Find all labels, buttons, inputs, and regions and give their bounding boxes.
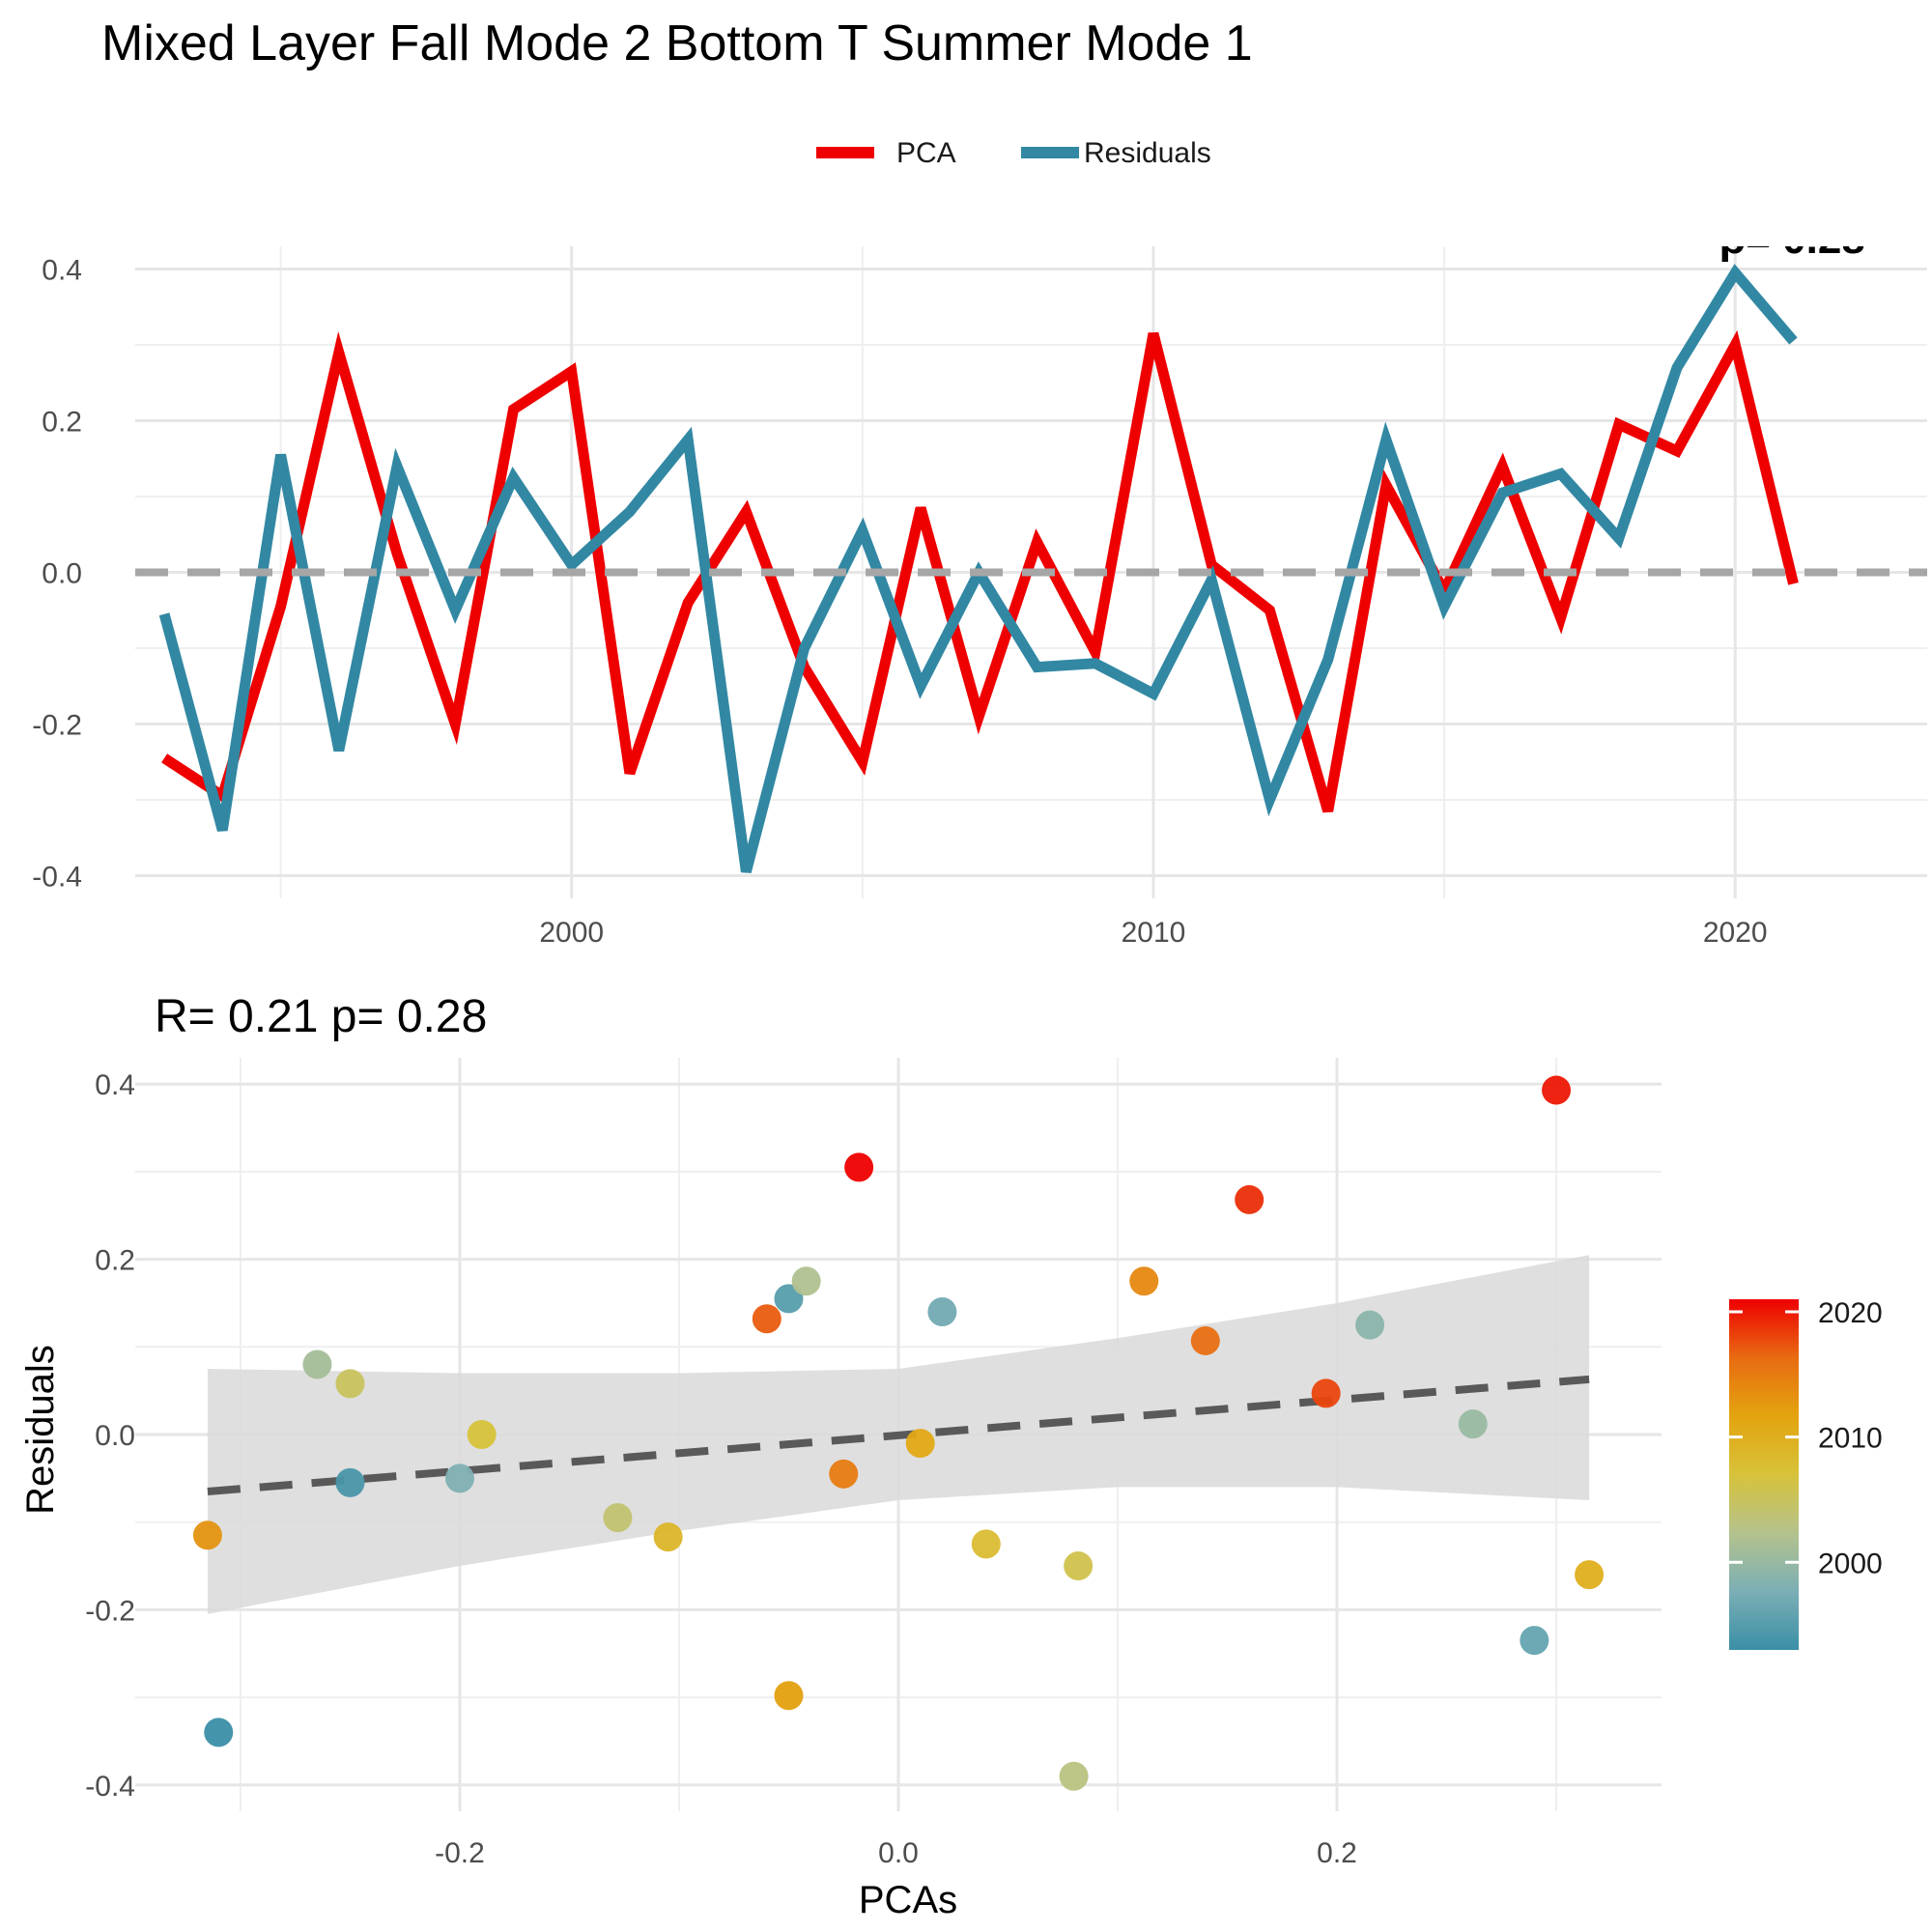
line-grid bbox=[135, 246, 1927, 898]
scatter-point bbox=[444, 1463, 474, 1493]
scatter-y-ticks: -0.4 -0.2 0.0 0.2 0.4 bbox=[85, 1069, 135, 1803]
scatter-subtitle: R= 0.21 p= 0.28 bbox=[155, 991, 487, 1042]
scatter-point bbox=[1355, 1310, 1385, 1340]
scatter-points bbox=[192, 1075, 1605, 1791]
scatter-point bbox=[1542, 1075, 1572, 1105]
scatter-y-tick-label: 0.2 bbox=[95, 1245, 135, 1277]
line-y-tick-label: 0.0 bbox=[42, 558, 82, 590]
scatter-point bbox=[1458, 1409, 1488, 1439]
scatter-point bbox=[603, 1503, 633, 1533]
line-x-tick-label: 2020 bbox=[1703, 917, 1768, 949]
scatter-point bbox=[1059, 1761, 1089, 1791]
colorbar-tick-label: 2010 bbox=[1818, 1423, 1883, 1455]
scatter-point bbox=[971, 1529, 1001, 1559]
line-x-tick-label: 2010 bbox=[1122, 917, 1186, 949]
scatter-point bbox=[192, 1520, 222, 1550]
scatter-point bbox=[204, 1718, 234, 1747]
legend-label-residuals: Residuals bbox=[1084, 137, 1211, 169]
colorbar-tick-label: 2000 bbox=[1818, 1548, 1883, 1579]
line-x-ticks: 2000 2010 2020 bbox=[539, 917, 1767, 949]
scatter-x-ticks: -0.2 0.0 0.2 bbox=[435, 1837, 1357, 1869]
scatter-point bbox=[1129, 1266, 1159, 1296]
scatter-point bbox=[653, 1522, 683, 1552]
scatter-point bbox=[1190, 1325, 1220, 1355]
scatter-point bbox=[791, 1266, 821, 1296]
scatter-point bbox=[774, 1284, 804, 1314]
line-y-tick-label: 0.4 bbox=[42, 255, 82, 287]
line-y-tick-label: 0.2 bbox=[42, 407, 82, 439]
legend-label-pca: PCA bbox=[896, 137, 956, 169]
scatter-x-tick-label: 0.2 bbox=[1317, 1837, 1357, 1869]
colorbar: 2000 2010 2020 bbox=[1729, 1297, 1883, 1650]
series-line-pca bbox=[161, 329, 1799, 813]
scatter-x-tick-label: -0.2 bbox=[435, 1837, 485, 1869]
line-y-tick-label: -0.2 bbox=[32, 709, 82, 741]
line-chart-title: Mixed Layer Fall Mode 2 Bottom T Summer … bbox=[101, 15, 1253, 71]
scatter-y-tick-label: 0.4 bbox=[95, 1069, 135, 1101]
colorbar-tick-label: 2020 bbox=[1818, 1297, 1883, 1329]
colorbar-ramp bbox=[1729, 1299, 1799, 1650]
scatter-point bbox=[905, 1429, 935, 1459]
colorbar-ticks: 2000 2010 2020 bbox=[1729, 1297, 1883, 1579]
scatter-regression bbox=[207, 1375, 1590, 1495]
scatter-x-tick-label: 0.0 bbox=[878, 1837, 919, 1869]
scatter-point bbox=[927, 1297, 957, 1327]
scatter-point bbox=[1575, 1560, 1605, 1590]
scatter-point bbox=[1235, 1184, 1264, 1214]
scatter-y-tick-label: -0.4 bbox=[85, 1771, 135, 1803]
regression-line bbox=[207, 1375, 1590, 1495]
scatter-point bbox=[335, 1467, 365, 1497]
scatter-point bbox=[467, 1420, 497, 1449]
line-series bbox=[135, 264, 1927, 873]
scatter-y-tick-label: 0.0 bbox=[95, 1420, 135, 1452]
scatter-point bbox=[829, 1459, 859, 1489]
line-y-ticks: -0.4 -0.2 0.0 0.2 0.4 bbox=[32, 255, 82, 894]
scatter-point bbox=[844, 1152, 874, 1182]
scatter-x-axis-title: PCAs bbox=[859, 1879, 957, 1921]
line-y-tick-label: -0.4 bbox=[32, 861, 82, 893]
scatter-point bbox=[774, 1681, 804, 1711]
scatter-y-axis-title: Residuals bbox=[19, 1345, 62, 1515]
scatter-y-tick-label: -0.2 bbox=[85, 1595, 135, 1627]
scatter-point bbox=[1311, 1378, 1341, 1408]
line-annotation: ρ= 0.28 bbox=[1719, 215, 1865, 263]
scatter-point bbox=[302, 1350, 332, 1379]
line-legend: PCA Residuals bbox=[816, 137, 1211, 169]
scatter-point bbox=[1520, 1626, 1549, 1656]
scatter-point bbox=[335, 1369, 365, 1399]
line-x-tick-label: 2000 bbox=[539, 917, 604, 949]
scatter-point bbox=[752, 1304, 781, 1334]
scatter-point bbox=[1064, 1551, 1094, 1581]
